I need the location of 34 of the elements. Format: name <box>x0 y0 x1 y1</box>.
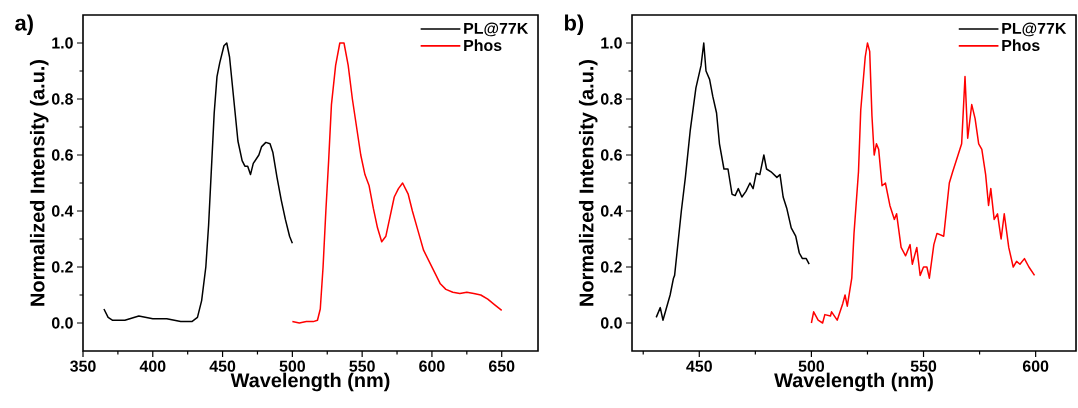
y-tick-label: 1.0 <box>601 37 622 49</box>
x-axis-title: Wavelength (nm) <box>230 372 390 392</box>
x-tick-label: 450 <box>209 360 236 372</box>
legend-label: PL@77K <box>1002 22 1067 37</box>
chart-title: a) <box>15 14 33 35</box>
x-tick-label: 450 <box>686 360 712 372</box>
x-tick-label: 600 <box>419 360 445 372</box>
y-tick-label: 0.4 <box>51 205 74 217</box>
y-tick-label: 0.2 <box>600 261 622 273</box>
y-tick-label: 0.8 <box>600 93 622 105</box>
y-tick-label: 1.0 <box>52 37 73 49</box>
legend-label: Phos <box>464 39 502 52</box>
y-axis-title: Normalized Intensity (a.u.) <box>578 60 598 306</box>
x-tick-label: 550 <box>349 360 375 372</box>
y-tick-label: 0.6 <box>51 149 73 161</box>
y-tick-label: 0.8 <box>51 93 73 105</box>
y-tick-label: 0.2 <box>51 261 73 273</box>
x-tick-label: 400 <box>139 360 166 372</box>
x-tick-label: 600 <box>1022 360 1049 372</box>
y-tick-label: 0.0 <box>600 317 622 329</box>
legend-label: Phos <box>1002 39 1040 52</box>
x-tick-label: 500 <box>798 360 825 372</box>
chart-title: b) <box>564 14 584 35</box>
y-tick-label: 0.6 <box>600 149 622 161</box>
y-tick-label: 0.4 <box>600 205 623 217</box>
y-tick-label: 0.0 <box>51 317 73 329</box>
legend-label: PL@77K <box>464 22 529 37</box>
y-axis-title: Normalized Intensity (a.u.) <box>29 60 49 306</box>
x-tick-label: 500 <box>279 360 305 372</box>
x-axis-title: Wavelength (nm) <box>774 372 933 392</box>
x-tick-label: 650 <box>489 360 515 372</box>
line-series <box>655 42 810 321</box>
x-tick-label: 350 <box>70 360 96 372</box>
x-tick-label: 550 <box>910 360 937 372</box>
